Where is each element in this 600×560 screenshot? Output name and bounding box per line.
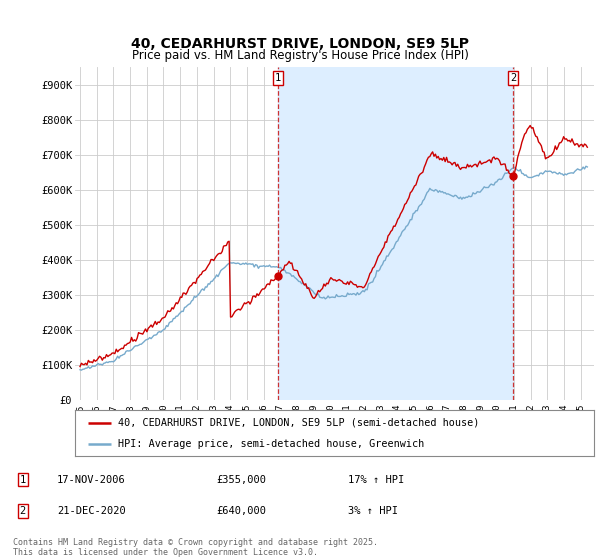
Text: 17% ↑ HPI: 17% ↑ HPI: [348, 475, 404, 484]
Text: 1: 1: [20, 475, 26, 484]
Text: 17-NOV-2006: 17-NOV-2006: [57, 475, 126, 484]
Text: 40, CEDARHURST DRIVE, LONDON, SE9 5LP (semi-detached house): 40, CEDARHURST DRIVE, LONDON, SE9 5LP (s…: [118, 418, 479, 428]
Text: Price paid vs. HM Land Registry's House Price Index (HPI): Price paid vs. HM Land Registry's House …: [131, 49, 469, 62]
Text: HPI: Average price, semi-detached house, Greenwich: HPI: Average price, semi-detached house,…: [118, 439, 424, 449]
Text: Contains HM Land Registry data © Crown copyright and database right 2025.
This d: Contains HM Land Registry data © Crown c…: [13, 538, 378, 557]
Text: 2: 2: [20, 506, 26, 516]
Text: £355,000: £355,000: [216, 475, 266, 484]
Bar: [278, 67, 513, 400]
Text: £640,000: £640,000: [216, 506, 266, 516]
Text: 21-DEC-2020: 21-DEC-2020: [57, 506, 126, 516]
Text: 2: 2: [510, 73, 517, 83]
Text: 3% ↑ HPI: 3% ↑ HPI: [348, 506, 398, 516]
Text: 1: 1: [275, 73, 281, 83]
Text: 40, CEDARHURST DRIVE, LONDON, SE9 5LP: 40, CEDARHURST DRIVE, LONDON, SE9 5LP: [131, 37, 469, 52]
